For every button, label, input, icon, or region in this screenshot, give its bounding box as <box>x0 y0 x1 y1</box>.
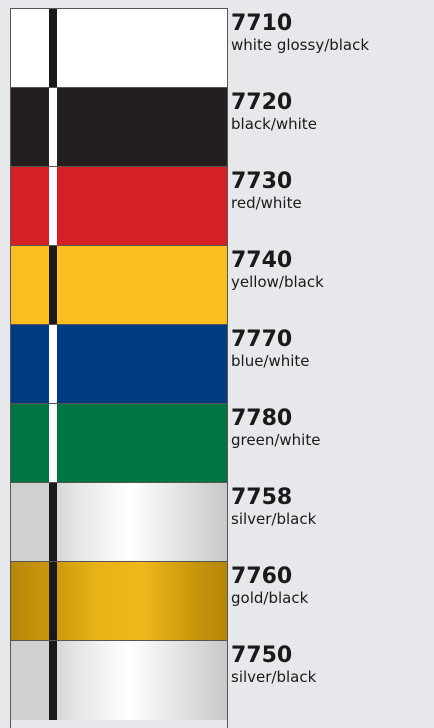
stripe <box>49 88 57 166</box>
product-code: 7758 <box>231 485 293 510</box>
product-name: white glossy/black <box>231 36 370 54</box>
stripe <box>49 9 57 87</box>
product-name: silver/black <box>231 510 317 528</box>
swatch <box>11 167 227 246</box>
product-name: yellow/black <box>231 273 324 291</box>
swatch <box>11 404 227 483</box>
page: {"items": [ {"code": "7710", "name": "wh… <box>10 8 370 728</box>
label: 7758 silver/black <box>231 485 317 529</box>
stripe <box>49 562 57 640</box>
swatch <box>11 88 227 167</box>
stripe <box>49 641 57 720</box>
product-code: 7760 <box>231 564 293 589</box>
label: 7710 white glossy/black <box>231 11 370 55</box>
stripe <box>49 325 57 403</box>
label: 7780 green/white <box>231 406 321 450</box>
swatch <box>11 325 227 404</box>
product-name: green/white <box>231 431 321 449</box>
product-code: 7730 <box>231 169 293 194</box>
stripe <box>49 167 57 245</box>
product-name: gold/black <box>231 589 309 607</box>
stripe <box>49 404 57 482</box>
swatch <box>11 641 227 720</box>
product-name: red/white <box>231 194 302 212</box>
label: 7720 black/white <box>231 90 317 134</box>
label: 7760 gold/black <box>231 564 309 608</box>
label: 7730 red/white <box>231 169 302 213</box>
stripe <box>49 483 57 561</box>
swatch <box>11 483 227 562</box>
product-code: 7770 <box>231 327 293 352</box>
product-code: 7780 <box>231 406 293 431</box>
product-code: 7720 <box>231 90 293 115</box>
product-name: black/white <box>231 115 317 133</box>
swatch-column <box>10 8 228 728</box>
product-code: 7740 <box>231 248 293 273</box>
label: 7740 yellow/black <box>231 248 324 292</box>
swatch <box>11 246 227 325</box>
stripe <box>49 246 57 324</box>
product-code: 7710 <box>231 11 293 36</box>
label: 7770 blue/white <box>231 327 310 371</box>
swatch <box>11 562 227 641</box>
product-name: silver/black <box>231 668 317 686</box>
product-name: blue/white <box>231 352 310 370</box>
label: 7750 silver/black <box>231 643 317 687</box>
product-code: 7750 <box>231 643 293 668</box>
swatch <box>11 9 227 88</box>
